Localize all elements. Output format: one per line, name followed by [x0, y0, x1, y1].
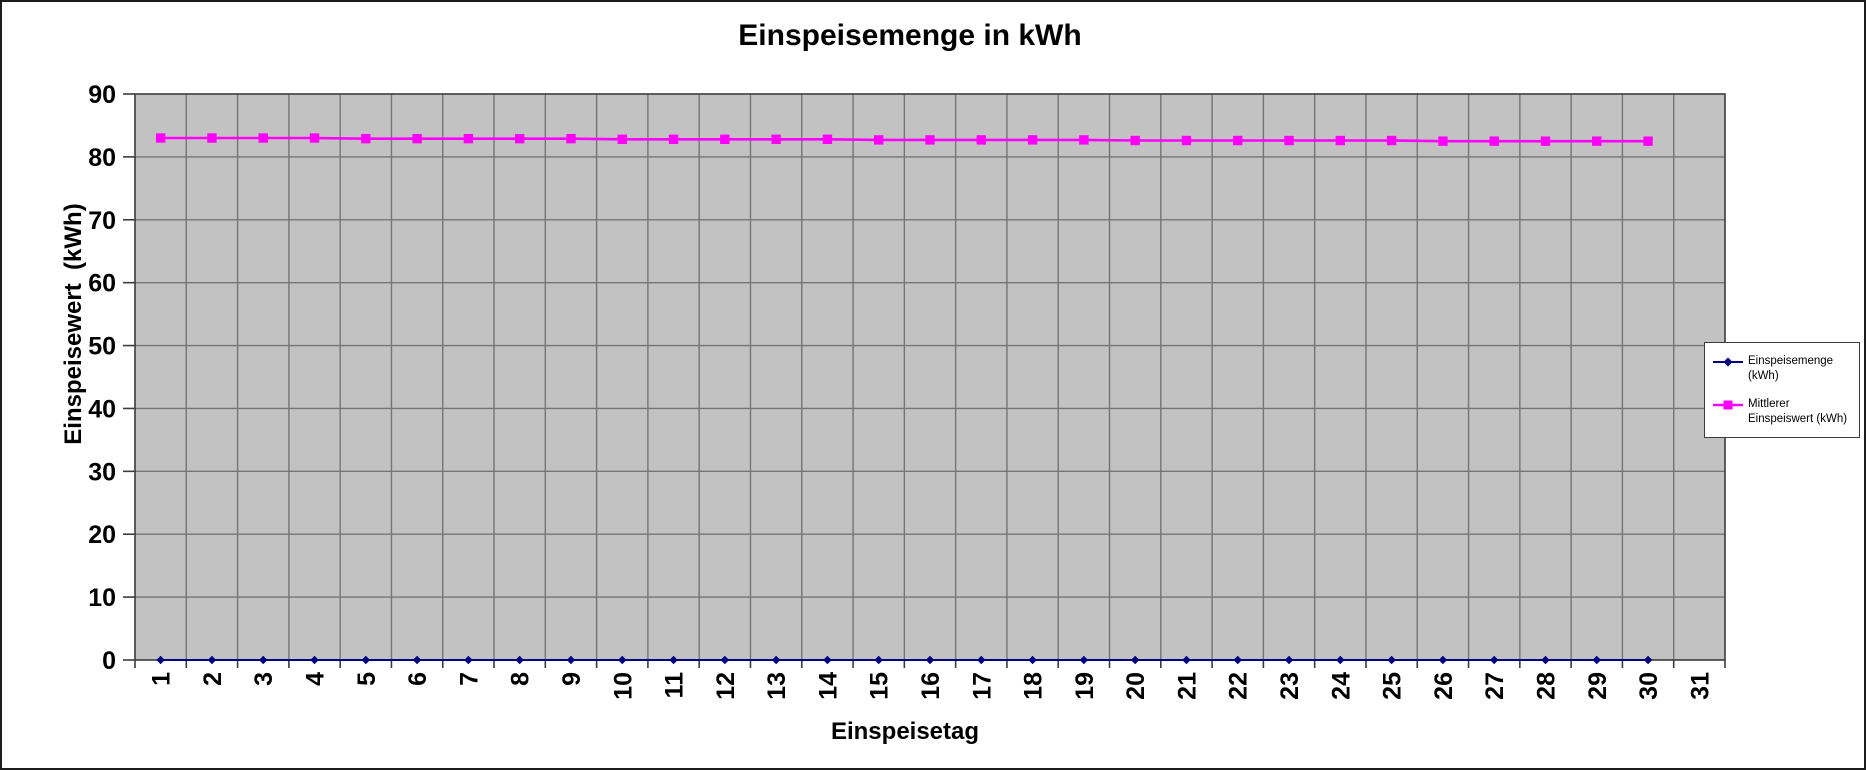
svg-text:0: 0	[102, 647, 116, 675]
svg-text:3: 3	[250, 672, 278, 686]
legend-item-einspeisemenge: Einspeisemenge (kWh)	[1713, 354, 1854, 384]
svg-text:17: 17	[968, 672, 996, 700]
x-axis-title: Einspeisetag	[830, 718, 980, 745]
svg-text:22: 22	[1225, 672, 1253, 700]
svg-text:16: 16	[917, 672, 945, 700]
svg-text:7: 7	[455, 672, 483, 686]
x-axis-ticks-and-labels: 1 2 3 4 5 6 7 8 9 10 11 12 13 14 15 16 17 18 19 20 21 22 23 24 2…	[134, 660, 1726, 700]
svg-text:12: 12	[712, 672, 740, 700]
svg-text:21: 21	[1173, 672, 1201, 700]
svg-text:30: 30	[1635, 672, 1663, 700]
plot-background	[135, 94, 1725, 660]
svg-text:1: 1	[148, 672, 176, 686]
y-gridlines	[135, 156, 1725, 598]
series-einspeisemenge	[156, 655, 1653, 665]
legend: Einspeisemenge (kWh) Mittlerer Einspeisw…	[1704, 342, 1860, 438]
svg-text:4: 4	[302, 672, 330, 686]
svg-text:19: 19	[1071, 672, 1099, 700]
svg-text:90: 90	[88, 81, 116, 109]
y-axis-ticks-and-labels: 0 10 20 30 40 50 60 70 80 90	[88, 81, 135, 675]
svg-text:26: 26	[1430, 672, 1458, 700]
svg-text:25: 25	[1379, 672, 1407, 700]
svg-text:40: 40	[88, 395, 116, 423]
svg-text:11: 11	[661, 672, 689, 699]
legend-item-mittlerer-einspeiswert: Mittlerer Einspeiswert (kWh)	[1713, 397, 1854, 427]
svg-text:10: 10	[88, 584, 116, 612]
svg-text:8: 8	[507, 672, 535, 686]
svg-text:23: 23	[1276, 672, 1304, 700]
legend-label-mittlerer-einspeiswert: Mittlerer Einspeiswert (kWh)	[1748, 398, 1848, 426]
svg-text:2: 2	[199, 672, 227, 686]
legend-label-einspeisemenge: Einspeisemenge (kWh)	[1748, 355, 1834, 382]
svg-text:6: 6	[404, 672, 432, 686]
svg-text:14: 14	[814, 672, 842, 700]
svg-text:5: 5	[353, 672, 381, 686]
svg-text:80: 80	[88, 144, 116, 172]
svg-text:20: 20	[1122, 672, 1150, 700]
svg-text:60: 60	[88, 270, 116, 298]
navy-line-diamond-icon	[1713, 357, 1743, 367]
svg-text:50: 50	[88, 333, 116, 361]
svg-text:29: 29	[1584, 672, 1612, 700]
svg-text:27: 27	[1481, 672, 1509, 700]
svg-text:18: 18	[1020, 672, 1048, 700]
svg-text:10: 10	[609, 672, 637, 700]
chart-title: Einspeisemenge in kWh	[738, 19, 1082, 52]
magenta-line-square-icon	[1713, 400, 1743, 410]
x-gridlines	[185, 94, 1675, 660]
svg-text:31: 31	[1686, 672, 1714, 700]
svg-text:20: 20	[88, 521, 116, 549]
svg-text:28: 28	[1532, 672, 1560, 700]
svg-text:15: 15	[866, 672, 894, 700]
svg-text:30: 30	[88, 458, 116, 486]
svg-text:24: 24	[1327, 672, 1355, 700]
svg-text:9: 9	[558, 672, 586, 686]
svg-text:70: 70	[88, 207, 116, 235]
svg-text:13: 13	[763, 672, 791, 700]
series-mittlerer-einspeiswert	[155, 133, 1653, 146]
